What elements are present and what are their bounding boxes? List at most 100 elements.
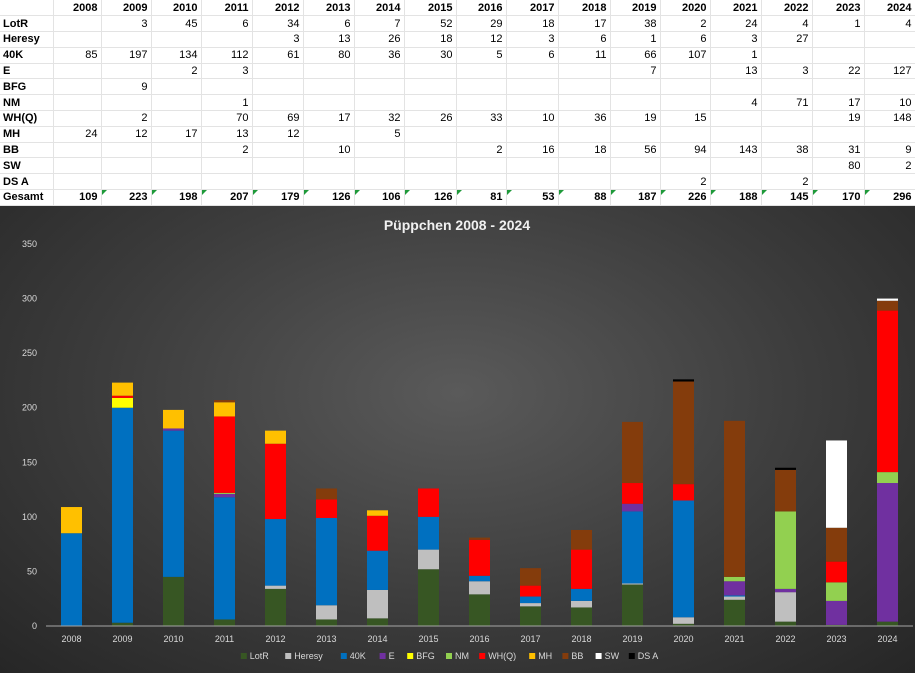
table-cell[interactable]: [404, 173, 457, 191]
bar-segment[interactable]: [163, 409, 184, 429]
table-cell[interactable]: 71: [761, 94, 813, 112]
table-cell[interactable]: [506, 126, 559, 143]
total-cell[interactable]: 226: [660, 189, 711, 206]
table-cell[interactable]: [53, 78, 102, 96]
table-cell[interactable]: [864, 47, 915, 64]
bar-segment[interactable]: [673, 381, 694, 485]
bar-segment[interactable]: [214, 619, 235, 626]
table-cell[interactable]: [53, 94, 102, 112]
header-year-cell[interactable]: 2008: [53, 0, 102, 17]
table-cell[interactable]: [303, 157, 355, 175]
table-cell[interactable]: 15: [660, 110, 711, 127]
header-year-cell[interactable]: 2013: [303, 0, 355, 17]
row-label-cell[interactable]: NM: [0, 94, 54, 112]
table-cell[interactable]: [864, 173, 915, 191]
total-cell[interactable]: 81: [456, 189, 507, 206]
table-cell[interactable]: 30: [404, 47, 457, 64]
table-cell[interactable]: [660, 157, 711, 175]
table-cell[interactable]: 22: [812, 63, 865, 80]
total-cell[interactable]: 53: [506, 189, 559, 206]
table-cell[interactable]: 56: [610, 142, 661, 159]
table-cell[interactable]: 2: [151, 63, 202, 80]
bar-segment[interactable]: [316, 517, 337, 606]
table-cell[interactable]: 24: [710, 15, 762, 33]
header-year-cell[interactable]: 2019: [610, 0, 661, 17]
bar-segment[interactable]: [673, 617, 694, 624]
total-cell[interactable]: 223: [101, 189, 152, 206]
table-cell[interactable]: [303, 126, 355, 143]
header-year-cell[interactable]: 2022: [761, 0, 813, 17]
table-cell[interactable]: [53, 31, 102, 48]
legend-item[interactable]: BB: [562, 651, 583, 661]
table-cell[interactable]: 36: [354, 47, 405, 64]
table-cell[interactable]: [151, 31, 202, 48]
bar-segment[interactable]: [826, 561, 847, 583]
table-cell[interactable]: 13: [201, 126, 253, 143]
table-cell[interactable]: 10: [506, 110, 559, 127]
table-cell[interactable]: [201, 173, 253, 191]
bar-segment[interactable]: [112, 397, 133, 408]
table-cell[interactable]: 127: [864, 63, 915, 80]
table-cell[interactable]: 32: [354, 110, 405, 127]
table-cell[interactable]: 2: [456, 142, 507, 159]
table-cell[interactable]: 13: [710, 63, 762, 80]
table-cell[interactable]: [101, 94, 152, 112]
bar-segment[interactable]: [673, 379, 694, 382]
bar-segment[interactable]: [571, 600, 592, 608]
bar-segment[interactable]: [571, 588, 592, 601]
table-cell[interactable]: 12: [456, 31, 507, 48]
table-cell[interactable]: 16: [506, 142, 559, 159]
table-cell[interactable]: [404, 142, 457, 159]
bar-segment[interactable]: [163, 430, 184, 577]
legend-item[interactable]: Heresy: [285, 651, 323, 661]
bar-segment[interactable]: [265, 430, 286, 444]
bar-segment[interactable]: [877, 483, 898, 622]
bar-segment[interactable]: [367, 618, 388, 626]
row-label-cell[interactable]: 40K: [0, 47, 54, 64]
table-cell[interactable]: [101, 142, 152, 159]
table-cell[interactable]: [354, 63, 405, 80]
table-cell[interactable]: [710, 110, 762, 127]
table-cell[interactable]: 9: [864, 142, 915, 159]
table-cell[interactable]: 11: [558, 47, 611, 64]
total-label-cell[interactable]: Gesamt: [0, 189, 54, 206]
table-cell[interactable]: 3: [761, 63, 813, 80]
table-cell[interactable]: [354, 78, 405, 96]
total-cell[interactable]: 179: [252, 189, 304, 206]
row-label-cell[interactable]: WH(Q): [0, 110, 54, 127]
table-cell[interactable]: 6: [201, 15, 253, 33]
table-cell[interactable]: 6: [303, 15, 355, 33]
table-cell[interactable]: 6: [558, 31, 611, 48]
table-cell[interactable]: 29: [456, 15, 507, 33]
table-cell[interactable]: [456, 157, 507, 175]
table-cell[interactable]: 33: [456, 110, 507, 127]
bar-segment[interactable]: [571, 607, 592, 626]
table-cell[interactable]: [610, 94, 661, 112]
table-cell[interactable]: 5: [354, 126, 405, 143]
table-cell[interactable]: 2: [864, 157, 915, 175]
table-cell[interactable]: 4: [710, 94, 762, 112]
bar-segment[interactable]: [622, 421, 643, 484]
bar-segment[interactable]: [265, 585, 286, 589]
header-year-cell[interactable]: 2012: [252, 0, 304, 17]
header-year-cell[interactable]: 2010: [151, 0, 202, 17]
bar-segment[interactable]: [673, 484, 694, 501]
bar-segment[interactable]: [367, 589, 388, 619]
table-cell[interactable]: [404, 94, 457, 112]
table-cell[interactable]: [201, 157, 253, 175]
table-cell[interactable]: [506, 94, 559, 112]
table-cell[interactable]: [506, 157, 559, 175]
bar-segment[interactable]: [724, 596, 745, 600]
table-cell[interactable]: 27: [761, 31, 813, 48]
table-cell[interactable]: [610, 126, 661, 143]
table-cell[interactable]: [456, 94, 507, 112]
bar-segment[interactable]: [214, 400, 235, 403]
bar-segment[interactable]: [877, 621, 898, 626]
table-cell[interactable]: [456, 173, 507, 191]
table-cell[interactable]: 13: [303, 31, 355, 48]
table-cell[interactable]: 9: [101, 78, 152, 96]
table-cell[interactable]: 3: [252, 31, 304, 48]
header-year-cell[interactable]: 2020: [660, 0, 711, 17]
table-cell[interactable]: [404, 78, 457, 96]
bar-segment[interactable]: [622, 584, 643, 626]
